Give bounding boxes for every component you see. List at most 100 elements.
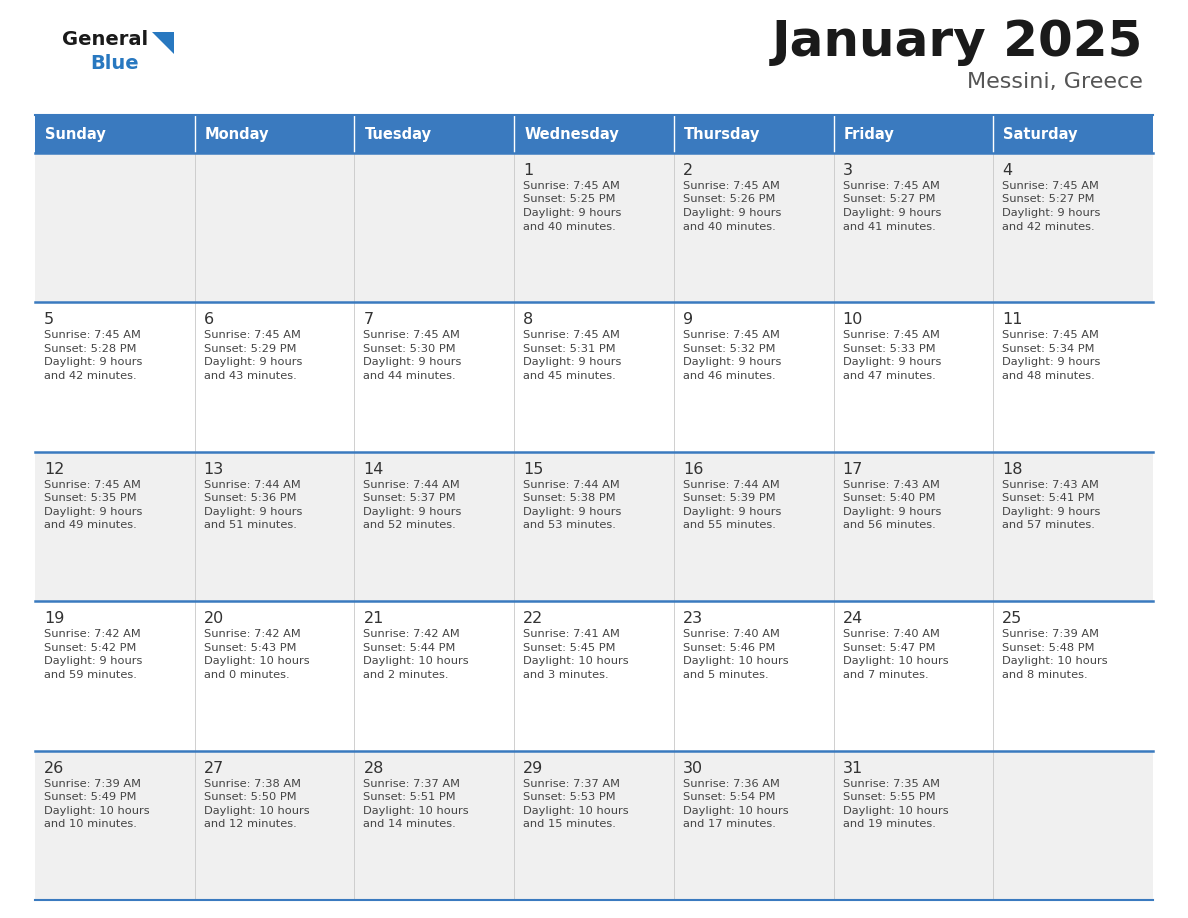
Text: Sunrise: 7:44 AM: Sunrise: 7:44 AM (364, 480, 460, 490)
Text: and 12 minutes.: and 12 minutes. (203, 819, 297, 829)
Text: 18: 18 (1003, 462, 1023, 476)
Text: 22: 22 (523, 611, 543, 626)
Text: 10: 10 (842, 312, 862, 328)
Text: and 42 minutes.: and 42 minutes. (1003, 221, 1095, 231)
Text: and 46 minutes.: and 46 minutes. (683, 371, 776, 381)
Bar (514, 115, 674, 153)
Text: Sunrise: 7:44 AM: Sunrise: 7:44 AM (683, 480, 779, 490)
Text: Sunset: 5:39 PM: Sunset: 5:39 PM (683, 493, 776, 503)
Text: Sunset: 5:33 PM: Sunset: 5:33 PM (842, 344, 935, 354)
Text: Sunrise: 7:42 AM: Sunrise: 7:42 AM (44, 629, 140, 639)
Text: 11: 11 (1003, 312, 1023, 328)
Text: Sunrise: 7:45 AM: Sunrise: 7:45 AM (842, 330, 940, 341)
Text: 4: 4 (1003, 163, 1012, 178)
Text: General: General (62, 30, 148, 49)
Text: Sunset: 5:51 PM: Sunset: 5:51 PM (364, 792, 456, 802)
Text: Sunset: 5:55 PM: Sunset: 5:55 PM (842, 792, 935, 802)
Text: Sunset: 5:47 PM: Sunset: 5:47 PM (842, 643, 935, 653)
Text: 1: 1 (523, 163, 533, 178)
Bar (354, 115, 514, 153)
Text: 19: 19 (44, 611, 64, 626)
Text: Monday: Monday (204, 127, 270, 141)
Bar (674, 115, 834, 153)
Text: 2: 2 (683, 163, 693, 178)
Text: 15: 15 (523, 462, 544, 476)
Text: Daylight: 10 hours: Daylight: 10 hours (683, 806, 789, 815)
Text: Sunrise: 7:44 AM: Sunrise: 7:44 AM (523, 480, 620, 490)
Text: Daylight: 9 hours: Daylight: 9 hours (842, 507, 941, 517)
Bar (834, 115, 993, 153)
Text: Daylight: 10 hours: Daylight: 10 hours (364, 806, 469, 815)
Text: Daylight: 9 hours: Daylight: 9 hours (523, 357, 621, 367)
Text: Sunrise: 7:45 AM: Sunrise: 7:45 AM (683, 181, 779, 191)
Text: Sunrise: 7:40 AM: Sunrise: 7:40 AM (842, 629, 940, 639)
Text: 23: 23 (683, 611, 703, 626)
Text: Sunrise: 7:45 AM: Sunrise: 7:45 AM (1003, 181, 1099, 191)
Text: Sunset: 5:43 PM: Sunset: 5:43 PM (203, 643, 296, 653)
Text: Sunrise: 7:40 AM: Sunrise: 7:40 AM (683, 629, 779, 639)
Text: 9: 9 (683, 312, 693, 328)
Text: Daylight: 10 hours: Daylight: 10 hours (523, 656, 628, 666)
Text: Daylight: 9 hours: Daylight: 9 hours (683, 357, 782, 367)
Text: and 41 minutes.: and 41 minutes. (842, 221, 935, 231)
Text: Sunrise: 7:45 AM: Sunrise: 7:45 AM (842, 181, 940, 191)
Text: Sunset: 5:29 PM: Sunset: 5:29 PM (203, 344, 296, 354)
Text: Daylight: 9 hours: Daylight: 9 hours (44, 507, 143, 517)
Text: Daylight: 9 hours: Daylight: 9 hours (683, 208, 782, 218)
Text: Sunset: 5:32 PM: Sunset: 5:32 PM (683, 344, 776, 354)
Text: Sunrise: 7:45 AM: Sunrise: 7:45 AM (1003, 330, 1099, 341)
Text: Daylight: 9 hours: Daylight: 9 hours (1003, 507, 1100, 517)
Text: Daylight: 9 hours: Daylight: 9 hours (1003, 357, 1100, 367)
Text: Sunrise: 7:35 AM: Sunrise: 7:35 AM (842, 778, 940, 789)
Text: Daylight: 9 hours: Daylight: 9 hours (44, 357, 143, 367)
Text: and 42 minutes.: and 42 minutes. (44, 371, 137, 381)
Text: Daylight: 9 hours: Daylight: 9 hours (203, 507, 302, 517)
Text: 28: 28 (364, 761, 384, 776)
Text: Daylight: 10 hours: Daylight: 10 hours (364, 656, 469, 666)
Text: January 2025: January 2025 (772, 18, 1143, 66)
Text: and 10 minutes.: and 10 minutes. (44, 819, 137, 829)
Bar (34, 115, 195, 153)
Text: 25: 25 (1003, 611, 1023, 626)
Text: 24: 24 (842, 611, 862, 626)
Text: and 45 minutes.: and 45 minutes. (523, 371, 615, 381)
Text: 31: 31 (842, 761, 862, 776)
Text: Sunrise: 7:45 AM: Sunrise: 7:45 AM (44, 480, 141, 490)
Text: and 3 minutes.: and 3 minutes. (523, 670, 608, 679)
Text: and 59 minutes.: and 59 minutes. (44, 670, 137, 679)
Text: 21: 21 (364, 611, 384, 626)
Text: 6: 6 (203, 312, 214, 328)
Text: 14: 14 (364, 462, 384, 476)
Text: 16: 16 (683, 462, 703, 476)
Text: Sunrise: 7:41 AM: Sunrise: 7:41 AM (523, 629, 620, 639)
Text: Sunset: 5:42 PM: Sunset: 5:42 PM (44, 643, 137, 653)
Text: and 40 minutes.: and 40 minutes. (683, 221, 776, 231)
Text: 12: 12 (44, 462, 64, 476)
Text: Sunrise: 7:39 AM: Sunrise: 7:39 AM (1003, 629, 1099, 639)
Polygon shape (152, 32, 173, 54)
Text: 13: 13 (203, 462, 225, 476)
Bar (34, 751, 1154, 900)
Text: Sunset: 5:31 PM: Sunset: 5:31 PM (523, 344, 615, 354)
Bar (34, 153, 1154, 302)
Text: Sunrise: 7:42 AM: Sunrise: 7:42 AM (364, 629, 460, 639)
Bar (34, 601, 1154, 751)
Text: 27: 27 (203, 761, 225, 776)
Text: Sunset: 5:49 PM: Sunset: 5:49 PM (44, 792, 137, 802)
Text: and 17 minutes.: and 17 minutes. (683, 819, 776, 829)
Text: Daylight: 9 hours: Daylight: 9 hours (364, 507, 462, 517)
Text: Sunset: 5:45 PM: Sunset: 5:45 PM (523, 643, 615, 653)
Text: Sunset: 5:35 PM: Sunset: 5:35 PM (44, 493, 137, 503)
Text: Daylight: 10 hours: Daylight: 10 hours (1003, 656, 1108, 666)
Text: Sunset: 5:48 PM: Sunset: 5:48 PM (1003, 643, 1095, 653)
Text: Sunrise: 7:38 AM: Sunrise: 7:38 AM (203, 778, 301, 789)
Text: Friday: Friday (843, 127, 895, 141)
Text: Sunset: 5:53 PM: Sunset: 5:53 PM (523, 792, 615, 802)
Text: Sunset: 5:50 PM: Sunset: 5:50 PM (203, 792, 296, 802)
Text: Messini, Greece: Messini, Greece (967, 72, 1143, 92)
Text: Daylight: 9 hours: Daylight: 9 hours (203, 357, 302, 367)
Text: Sunset: 5:34 PM: Sunset: 5:34 PM (1003, 344, 1095, 354)
Text: and 55 minutes.: and 55 minutes. (683, 521, 776, 531)
Text: Sunrise: 7:44 AM: Sunrise: 7:44 AM (203, 480, 301, 490)
Text: and 5 minutes.: and 5 minutes. (683, 670, 769, 679)
